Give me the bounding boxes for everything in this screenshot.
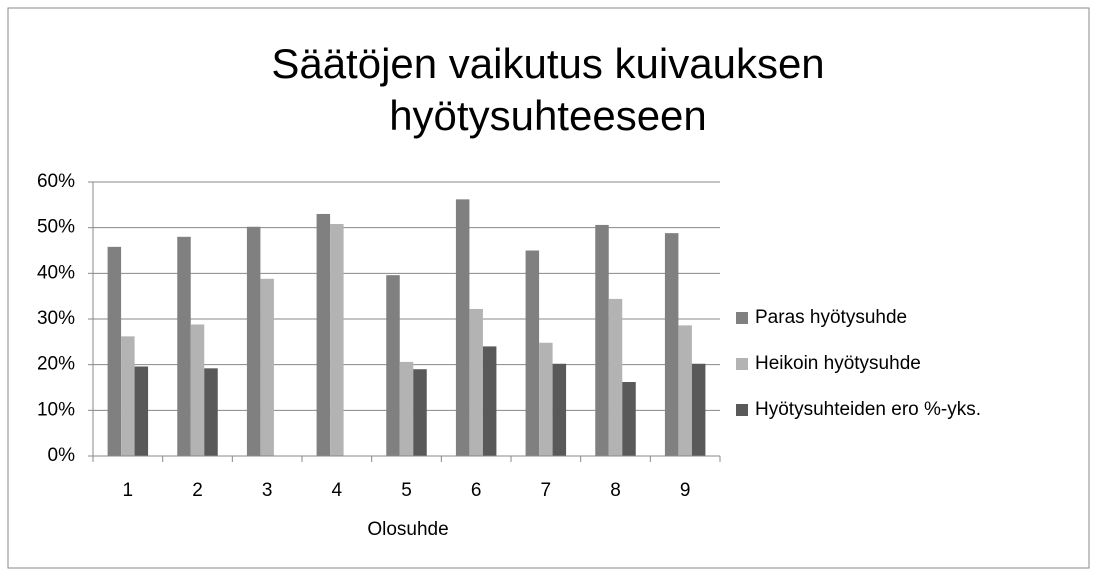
bar xyxy=(691,363,706,456)
bar xyxy=(678,325,692,456)
bar xyxy=(399,361,414,456)
bar xyxy=(552,363,567,456)
bar xyxy=(413,369,427,456)
bar xyxy=(260,278,274,456)
x-tick-label: 7 xyxy=(541,480,552,501)
x-tick-label: 9 xyxy=(680,480,691,501)
bar xyxy=(608,298,623,456)
bar xyxy=(316,213,331,456)
bar xyxy=(190,324,205,456)
bar xyxy=(386,275,400,456)
legend-swatch xyxy=(736,312,748,324)
bar xyxy=(525,250,540,456)
x-tick-label: 5 xyxy=(401,480,412,501)
legend-label: Paras hyötysuhde xyxy=(755,307,907,328)
bar xyxy=(455,199,470,456)
legend-swatch xyxy=(736,404,748,416)
bar xyxy=(107,246,122,456)
x-tick-label: 2 xyxy=(192,480,203,501)
bar xyxy=(330,224,344,456)
x-tick-label: 6 xyxy=(471,480,482,501)
bar xyxy=(177,236,191,456)
legend-swatch xyxy=(736,358,748,370)
bar xyxy=(121,336,135,456)
y-tick-label: 30% xyxy=(37,308,75,329)
x-tick-label: 4 xyxy=(332,480,343,501)
x-tick-label: 1 xyxy=(123,480,134,501)
bar xyxy=(482,346,497,456)
bar xyxy=(539,342,553,456)
bar xyxy=(595,224,609,456)
bar xyxy=(664,233,679,456)
y-tick-label: 20% xyxy=(37,354,75,375)
y-tick-label: 50% xyxy=(37,217,75,238)
bar xyxy=(134,366,149,456)
bar xyxy=(246,226,261,456)
y-tick-label: 40% xyxy=(37,262,75,283)
x-tick-label: 3 xyxy=(262,480,273,501)
x-tick-label: 8 xyxy=(610,480,621,501)
y-tick-label: 0% xyxy=(48,445,76,466)
bar xyxy=(622,382,636,456)
bar xyxy=(204,368,218,456)
legend-label: Hyötysuhteiden ero %-yks. xyxy=(755,399,981,420)
x-axis-label: Olosuhde xyxy=(367,519,448,540)
y-tick-label: 60% xyxy=(37,171,75,192)
legend-label: Heikoin hyötysuhde xyxy=(755,353,921,374)
chart-title: Säätöjen vaikutus kuivauksen hyötysuhtee… xyxy=(271,40,825,139)
y-tick-label: 10% xyxy=(37,399,75,420)
bar xyxy=(469,308,483,456)
